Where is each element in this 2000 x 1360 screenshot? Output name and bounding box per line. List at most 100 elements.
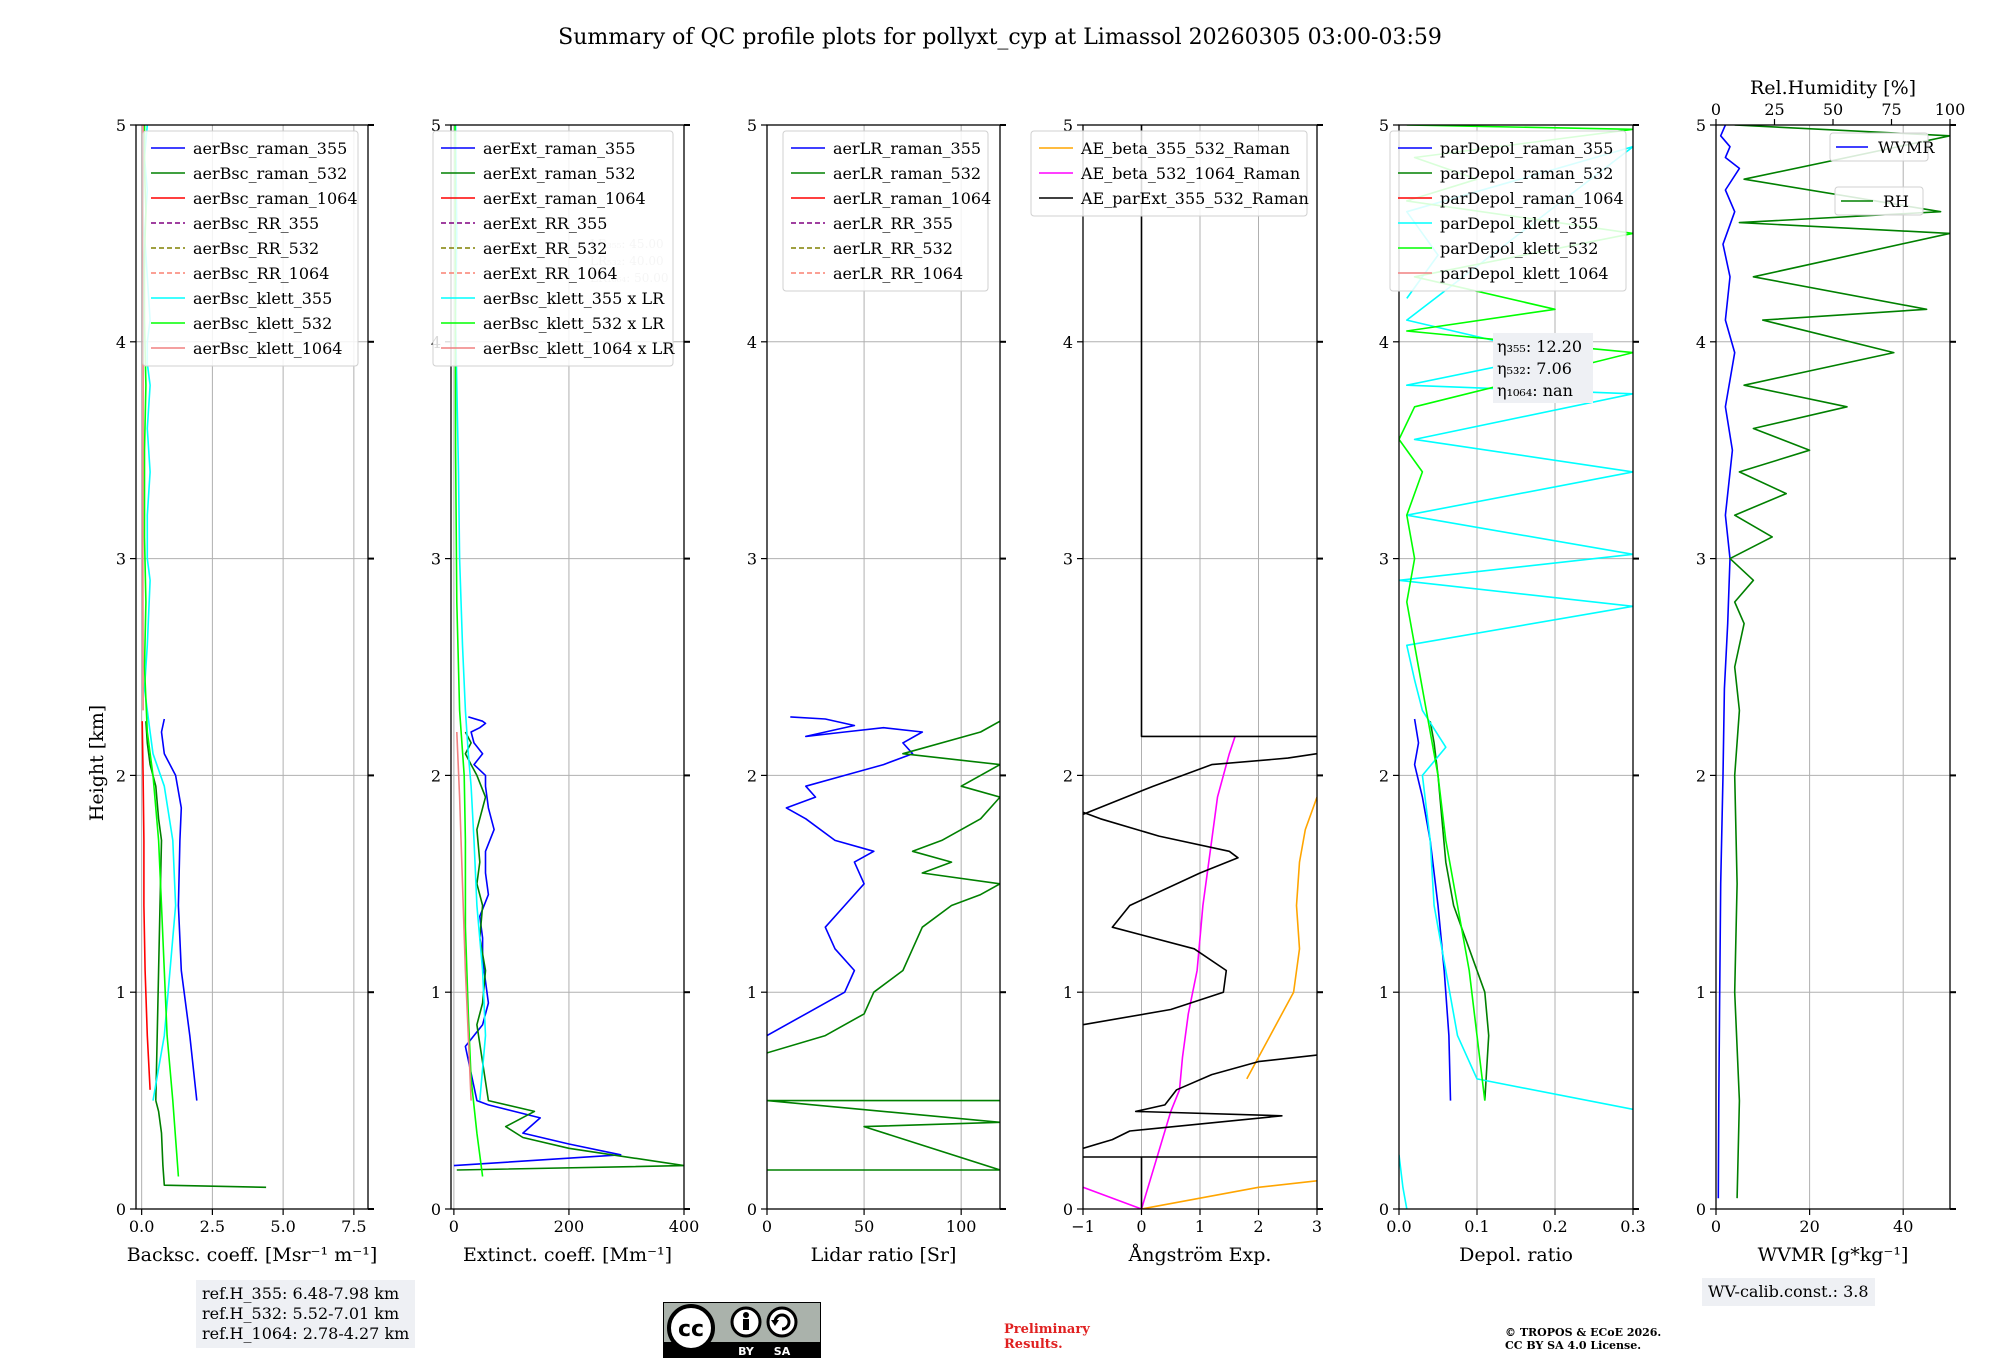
reference-height-box: ref.H_355: 6.48-7.98 km ref.H_532: 5.52-… — [196, 1280, 416, 1348]
y-tick-label: 3 — [431, 550, 441, 569]
axes-frame — [1398, 124, 1634, 1210]
y-tick-label: 2 — [1379, 766, 1389, 785]
legend-label: RH — [1883, 192, 1909, 211]
legend-label: aerExt_raman_1064 — [483, 189, 646, 208]
series-group — [1083, 125, 1317, 1209]
axes-frame — [450, 124, 685, 1210]
y-tick-label: 0 — [116, 1200, 126, 1219]
x-tick-label: 20 — [1799, 1217, 1819, 1236]
eta-label: η₃₅₅: 12.20 — [1497, 337, 1582, 356]
y-tick-label: 5 — [116, 116, 126, 135]
panel-lidar_ratio: 0 50 100 0 1 2 3 4 5 Lidar ratio [Sr] aerLR_raman_… — [747, 116, 1006, 1266]
x-tick-label: 2 — [1253, 1217, 1263, 1236]
legend-label: aerBsc_raman_532 — [193, 164, 347, 183]
series-group — [767, 716, 1000, 1171]
series-AE_parExt_mid — [1083, 811, 1239, 1026]
x-axis-label: Extinct. coeff. [Mm⁻¹] — [463, 1244, 672, 1266]
series-aerBsc_raman_1064 — [141, 721, 151, 1090]
y-tick-label: 2 — [1696, 766, 1706, 785]
copyright-line-2: CC BY SA 4.0 License. — [1505, 1339, 1642, 1352]
top-axis-label: Rel.Humidity [%] — [1750, 77, 1916, 99]
wv-calibration-constant: WV-calib.const.: 3.8 — [1708, 1282, 1869, 1301]
x-tick-label: 40 — [1893, 1217, 1913, 1236]
cc-by-label: BY — [738, 1345, 755, 1358]
y-tick-label: 0 — [747, 1200, 757, 1219]
y-tick-label: 2 — [1063, 766, 1073, 785]
series-aerBsc_raman_355 — [160, 718, 198, 1101]
top-tick-label: 75 — [1881, 100, 1901, 119]
ref-height-532: ref.H_532: 5.52-7.01 km — [202, 1304, 400, 1323]
legend-label: aerBsc_RR_1064 — [193, 264, 329, 283]
legend-label: aerLR_RR_355 — [833, 214, 953, 233]
legend-label: aerLR_raman_532 — [833, 164, 981, 183]
legend-label: aerBsc_klett_355 — [193, 289, 332, 308]
ref-height-1064: ref.H_1064: 2.78-4.27 km — [202, 1324, 410, 1343]
top-tick-label: 50 — [1823, 100, 1843, 119]
series-AE_beta_355_532_Raman_mid — [1246, 796, 1317, 1080]
x-tick-label: 1 — [1195, 1217, 1205, 1236]
legend-label: aerBsc_raman_355 — [193, 139, 347, 158]
legend-label: aerBsc_klett_532 — [193, 314, 332, 333]
series-WVMR — [1717, 125, 1741, 1199]
legend-label: aerExt_RR_1064 — [483, 264, 618, 283]
legend-box — [1829, 132, 1929, 162]
y-tick-label: 1 — [747, 983, 757, 1002]
legend-label: parDepol_raman_532 — [1440, 164, 1613, 183]
axes-frame — [1715, 124, 1951, 1210]
y-tick-label: 3 — [1063, 550, 1073, 569]
x-tick-label: 0.0 — [129, 1217, 154, 1236]
series-aerExt_raman_355 — [453, 716, 622, 1167]
x-tick-label: 0 — [449, 1217, 459, 1236]
legend: WVMR RH — [1829, 132, 1935, 216]
x-tick-label: 100 — [946, 1217, 977, 1236]
legend: AE_beta_355_532_Raman AE_beta_532_1064_Ra… — [1030, 130, 1309, 217]
legend-label: parDepol_raman_1064 — [1440, 189, 1624, 208]
x-tick-label: 0 — [762, 1217, 772, 1236]
x-tick-label: 0.3 — [1620, 1217, 1645, 1236]
y-tick-label: 0 — [1696, 1200, 1706, 1219]
x-tick-label: 50 — [854, 1217, 874, 1236]
eta-label: η₁₀₆₄: nan — [1497, 381, 1573, 400]
y-tick-label: 1 — [1379, 983, 1389, 1002]
figure-title: Summary of QC profile plots for pollyxt_… — [558, 25, 1442, 50]
legend-label: parDepol_klett_532 — [1440, 239, 1598, 258]
x-tick-label: 0.2 — [1542, 1217, 1567, 1236]
x-axis-label: Ångström Exp. — [1128, 1244, 1272, 1266]
series-group — [1717, 125, 1950, 1199]
y-tick-label: 0 — [1063, 1200, 1073, 1219]
x-tick-label: 400 — [669, 1217, 700, 1236]
cc-sa-label: SA — [774, 1345, 791, 1358]
y-tick-label: 2 — [747, 766, 757, 785]
legend-label: aerBsc_klett_355 x LR — [483, 289, 665, 308]
series-AE_parExt_upper — [1083, 752, 1317, 816]
y-tick-label: 4 — [1696, 333, 1706, 352]
legend-label: aerBsc_klett_532 x LR — [483, 314, 665, 333]
series-aerBsc_klett_1064 x LR — [456, 731, 472, 1101]
legend-box — [782, 130, 989, 292]
x-axis-label: Depol. ratio — [1459, 1244, 1573, 1266]
y-tick-label: 0 — [1379, 1200, 1389, 1219]
series-aerBsc_raman_532_low — [155, 1100, 267, 1189]
x-axis-label: Lidar ratio [Sr] — [811, 1244, 957, 1266]
y-tick-label: 3 — [747, 550, 757, 569]
legend: aerExt_raman_355 aerExt_raman_532 aerExt_r… — [432, 130, 675, 367]
series-parDepol_raman_355 — [1413, 718, 1452, 1101]
copyright-note: © TROPOS & ECoE 2026. CC BY SA 4.0 Licen… — [1505, 1326, 1661, 1352]
series-AE_beta_532_1064_Raman — [1083, 736, 1236, 1209]
y-tick-label: 3 — [1379, 550, 1389, 569]
series-aerExt_raman_532 — [456, 731, 684, 1171]
legend: aerBsc_raman_355 aerBsc_raman_532 aerBsc_r… — [142, 130, 359, 367]
y-tick-label: 5 — [1379, 116, 1389, 135]
y-tick-label: 3 — [1696, 550, 1706, 569]
legend-label: aerLR_RR_1064 — [833, 264, 963, 283]
top-tick-label: 0 — [1711, 100, 1721, 119]
eta-box — [1493, 333, 1593, 403]
top-tick-label: 25 — [1764, 100, 1784, 119]
y-tick-label: 2 — [116, 766, 126, 785]
legend-label: AE_beta_355_532_Raman — [1080, 139, 1290, 158]
legend-label: aerBsc_klett_1064 — [193, 339, 342, 358]
x-axis-label: WVMR [g*kg⁻¹] — [1758, 1244, 1909, 1266]
cc-by-sa-logo: cc BY SA — [663, 1302, 821, 1358]
y-axis-label: Height [km] — [86, 705, 108, 821]
legend-label: parDepol_klett_355 — [1440, 214, 1598, 233]
